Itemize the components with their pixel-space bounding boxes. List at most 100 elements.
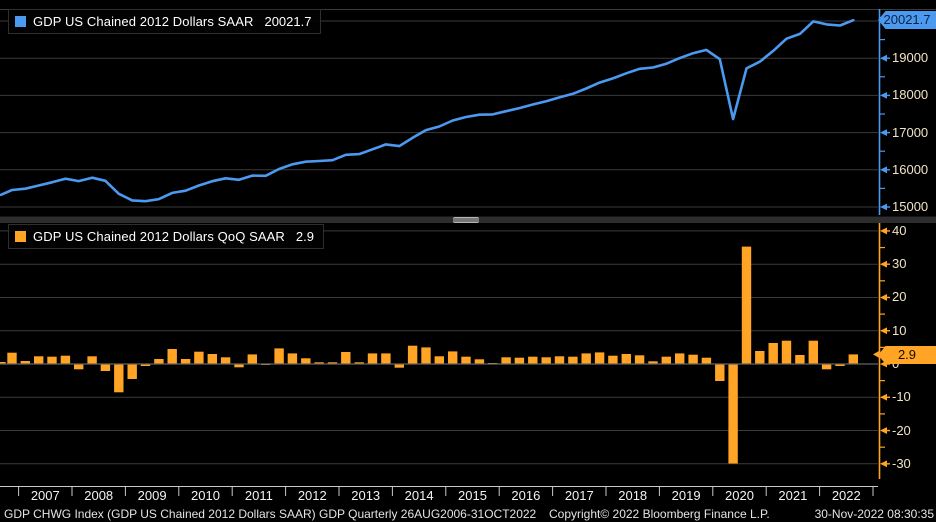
x-tick-year-2011: 2011 [244,488,273,503]
qoq-bar-2011Q1 [234,364,244,368]
legend-gdp-qoq-label: GDP US Chained 2012 Dollars QoQ SAAR [33,228,285,244]
x-tick-year-2009: 2009 [137,488,167,503]
qoq-bar-2014Q3 [421,347,431,364]
qoq-bar-2018Q4 [648,361,658,364]
legend-gdp-level[interactable]: GDP US Chained 2012 Dollars SAAR 20021.7 [8,9,322,34]
last-value-badge-gdp-level: 20021.7 [878,11,936,29]
qoq-bar-2021Q2 [781,340,792,364]
x-tick-year-2020: 2020 [725,488,754,503]
qoq-bar-2014Q1 [394,364,404,368]
x-tick-year-2021: 2021 [778,488,808,503]
qoq-bar-2013Q1 [341,352,351,364]
copyright-text: Copyright© 2022 Bloomberg Finance L.P. [549,507,770,521]
qoq-bar-2017Q1 [554,356,565,364]
qoq-bar-2015Q2 [461,356,471,364]
x-tick-year-2008: 2008 [84,488,114,503]
qoq-bar-2019Q4 [701,357,712,364]
qoq-bar-2007Q3 [47,356,57,364]
x-tick-year-2013: 2013 [351,488,381,503]
qoq-bar-2013Q4 [381,353,391,364]
y-tick-bottom-40: 40 [892,222,907,238]
qoq-bar-2021Q4 [808,340,818,364]
qoq-bar-2006Q4 [7,352,17,364]
qoq-bar-2022Q1 [821,364,832,370]
last-value-badge-gdp-qoq: 2.9 [878,346,936,364]
qoq-bar-2006Q3 [0,362,6,364]
qoq-bar-2020Q3 [741,246,752,364]
top-panel-gridlines [0,20,878,208]
qoq-bar-2017Q4 [594,352,605,364]
qoq-bar-2010Q1 [180,359,191,364]
legend-gdp-level-value: 20021.7 [264,13,312,29]
qoq-bar-2016Q3 [528,356,538,364]
qoq-bar-2015Q3 [474,359,485,364]
legend-gdp-level-label: GDP US Chained 2012 Dollars SAAR [33,13,254,29]
timestamp-text: 30-Nov-2022 08:30:35 [814,507,934,521]
security-description: GDP CHWG Index (GDP US Chained 2012 Doll… [4,507,537,521]
y-tick-bottom-10: 10 [892,322,907,338]
qoq-bars-series [0,246,858,464]
qoq-bar-2008Q3 [100,364,111,371]
y-tick-top-17000: 17000 [892,124,929,140]
y-tick-top-18000: 18000 [892,87,929,103]
x-axis-separators [18,487,874,496]
qoq-bar-2017Q3 [581,353,591,364]
qoq-bar-2017Q2 [568,356,578,364]
qoq-bar-2007Q1 [20,361,30,364]
qoq-bar-2020Q2 [728,364,738,464]
legend-gdp-qoq[interactable]: GDP US Chained 2012 Dollars QoQ SAAR 2.9 [8,224,324,249]
orange-series-swatch-icon [15,230,26,242]
legend-gdp-qoq-value: 2.9 [295,228,314,244]
qoq-bar-2009Q4 [167,349,177,364]
qoq-bar-2008Q2 [87,356,97,364]
qoq-bar-2010Q4 [220,357,231,364]
blue-series-swatch-icon [15,15,26,27]
qoq-bar-2016Q2 [514,357,525,364]
qoq-bar-2018Q2 [621,354,631,364]
qoq-bar-2009Q3 [154,359,164,364]
y-tick-top-19000: 19000 [892,50,929,66]
qoq-bar-2008Q4 [114,364,124,393]
qoq-bar-2009Q2 [140,364,151,366]
qoq-bar-2018Q3 [634,355,645,364]
qoq-bar-2012Q1 [287,353,298,364]
qoq-bar-2012Q4 [327,362,338,364]
qoq-bar-2021Q3 [795,355,805,364]
qoq-bar-2012Q2 [301,358,311,364]
x-tick-year-2015: 2015 [458,488,487,503]
x-tick-year-2014: 2014 [404,488,434,503]
qoq-bar-2022Q2 [835,364,845,366]
qoq-bar-2021Q1 [768,343,778,364]
qoq-bar-2014Q4 [434,356,444,364]
x-tick-year-2010: 2010 [191,488,220,503]
top-axis-ticks [880,38,890,211]
qoq-bar-2014Q2 [407,345,418,364]
y-tick-bottom-20: 20 [892,289,907,305]
y-tick-top-16000: 16000 [892,161,929,177]
y-tick-bottom--30: -30 [892,455,911,471]
qoq-bar-2013Q3 [367,353,378,364]
qoq-bar-2016Q4 [541,357,551,364]
qoq-bar-2020Q4 [755,351,765,364]
qoq-bar-2012Q3 [314,362,324,364]
badge-pointer-icon [873,350,880,359]
x-tick-year-2018: 2018 [618,488,648,503]
panel-splitter[interactable] [0,216,936,223]
qoq-bar-2009Q1 [127,364,137,379]
x-tick-year-2012: 2012 [297,488,327,503]
qoq-bar-2007Q4 [60,355,71,364]
qoq-bar-2019Q3 [688,354,698,364]
splitter-drag-handle[interactable] [453,217,479,223]
qoq-bar-2010Q2 [194,351,204,364]
x-tick-year-2019: 2019 [671,488,701,503]
qoq-bar-2016Q1 [501,357,511,364]
qoq-bar-2007Q2 [34,356,44,364]
qoq-bar-2019Q2 [675,353,685,364]
y-tick-bottom-30: 30 [892,256,907,272]
y-tick-bottom--10: -10 [892,389,911,405]
qoq-bar-2011Q2 [247,354,257,364]
qoq-bar-2008Q1 [74,364,84,370]
y-tick-bottom--20: -20 [892,422,911,438]
